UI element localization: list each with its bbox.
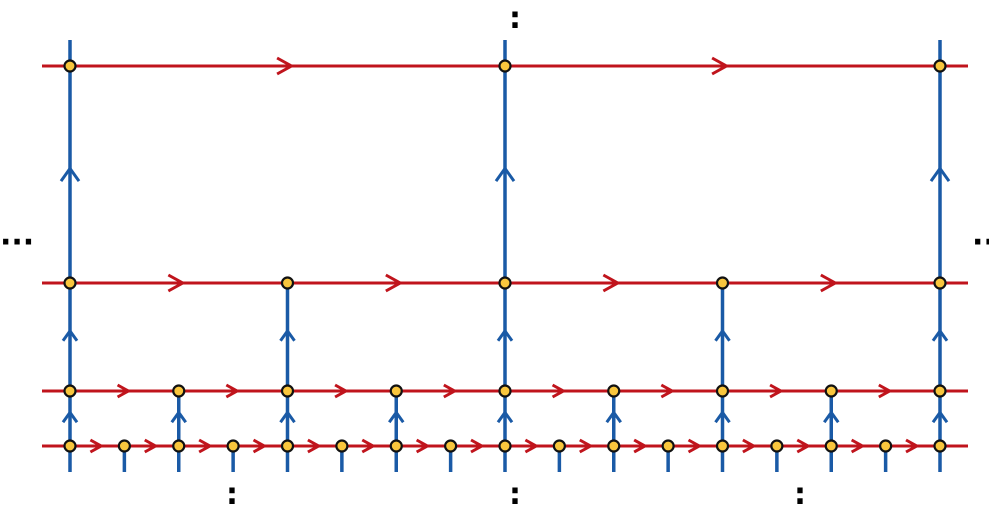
node [335, 439, 349, 453]
node [498, 384, 512, 398]
node [63, 59, 77, 73]
node [444, 439, 458, 453]
up-arrow [931, 328, 949, 342]
node [280, 384, 295, 398]
up-arrow [279, 409, 296, 424]
up-arrow [61, 328, 79, 342]
right-arrow [198, 438, 214, 454]
node [824, 439, 838, 453]
right-arrow [551, 383, 567, 399]
right-arrow [769, 383, 784, 399]
node [389, 439, 403, 453]
right-arrow [660, 383, 676, 399]
up-arrow [823, 409, 840, 424]
node [63, 384, 77, 398]
right-arrow [443, 383, 458, 399]
right-arrow [334, 383, 349, 399]
up-arrow [496, 409, 514, 424]
right-arrow [687, 438, 703, 454]
node [280, 276, 295, 290]
node [172, 384, 186, 398]
ellipsis-right: ·· [972, 225, 989, 260]
node [63, 276, 77, 290]
right-arrow [276, 56, 295, 76]
node [824, 384, 838, 398]
node [389, 384, 403, 398]
node [715, 439, 730, 453]
right-arrow [116, 383, 132, 399]
node [607, 384, 621, 398]
up-arrow [388, 409, 405, 424]
node [933, 439, 947, 453]
up-arrow [170, 409, 187, 424]
right-arrow [225, 383, 241, 399]
right-arrow [878, 383, 893, 399]
node [607, 439, 621, 453]
node [498, 439, 512, 453]
ellipsis-left: ··· [0, 225, 34, 260]
right-arrow [89, 438, 105, 454]
ellipsis-bottom: : [509, 477, 521, 512]
node [661, 439, 675, 453]
node [715, 384, 730, 398]
node [498, 59, 512, 73]
edges [42, 40, 968, 472]
node [117, 439, 131, 453]
node [879, 439, 893, 453]
right-arrow [470, 438, 485, 454]
right-arrow [415, 438, 431, 454]
right-arrow [385, 273, 404, 293]
up-arrow [279, 328, 296, 342]
up-arrow [605, 409, 622, 424]
right-arrow [307, 438, 322, 454]
up-arrow [931, 409, 949, 424]
right-arrow [850, 438, 866, 454]
node [770, 439, 784, 453]
right-arrow [905, 438, 920, 454]
up-arrow [714, 409, 731, 424]
right-arrow [144, 438, 159, 454]
node [715, 276, 730, 290]
node [226, 439, 240, 453]
right-arrow [711, 56, 730, 76]
right-arrow [361, 438, 377, 454]
nodes [63, 59, 947, 453]
up-arrow [714, 328, 731, 342]
right-arrow [602, 273, 621, 293]
right-arrow [167, 273, 186, 293]
right-arrow [820, 273, 839, 293]
right-arrow [633, 438, 649, 454]
right-arrow [252, 438, 268, 454]
up-arrow [61, 409, 79, 424]
up-arrow [929, 165, 951, 182]
node [933, 276, 947, 290]
up-arrow [494, 165, 516, 182]
right-arrow [742, 438, 757, 454]
up-arrow [59, 165, 81, 182]
node [498, 276, 512, 290]
right-arrow [524, 438, 540, 454]
node [172, 439, 186, 453]
ellipsis-bottom: : [226, 477, 238, 512]
up-arrow [496, 328, 514, 342]
node [552, 439, 566, 453]
ellipsis-top: : [509, 1, 521, 36]
ellipsis-bottom: : [794, 477, 806, 512]
node [63, 439, 77, 453]
node [933, 59, 947, 73]
node [933, 384, 947, 398]
node [280, 439, 295, 453]
right-arrow [579, 438, 594, 454]
right-arrow [796, 438, 812, 454]
